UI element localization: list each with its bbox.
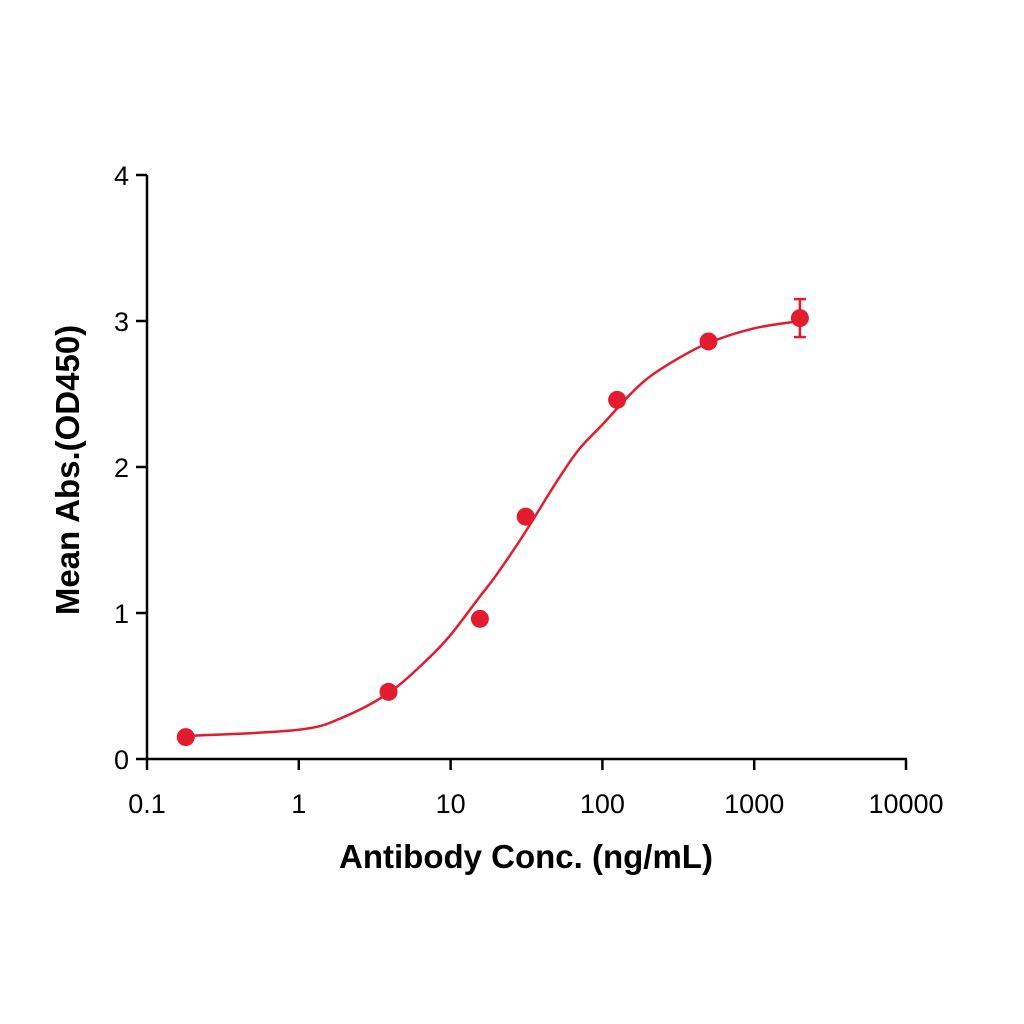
y-tick-label: 1 [114, 599, 129, 629]
y-tick-label: 0 [114, 745, 129, 775]
data-point [470, 609, 489, 628]
data-point [516, 507, 535, 526]
x-axis-title: Antibody Conc. (ng/mL) [339, 838, 713, 875]
fit-curve [185, 319, 801, 738]
data-point [608, 390, 627, 409]
data-point [699, 332, 718, 351]
x-tick-label: 10000 [868, 789, 943, 819]
x-tick-label: 0.1 [128, 789, 166, 819]
data-point [176, 728, 195, 747]
y-tick-label: 3 [114, 307, 129, 337]
y-axis-title: Mean Abs.(OD450) [49, 325, 86, 615]
x-tick-label: 1000 [724, 789, 784, 819]
x-tick-label: 100 [580, 789, 625, 819]
x-tick-label: 1 [291, 789, 306, 819]
data-point [790, 309, 809, 328]
y-tick-label: 2 [114, 453, 129, 483]
data-point [379, 682, 398, 701]
x-tick-label: 10 [436, 789, 466, 819]
y-tick-label: 4 [114, 161, 129, 191]
